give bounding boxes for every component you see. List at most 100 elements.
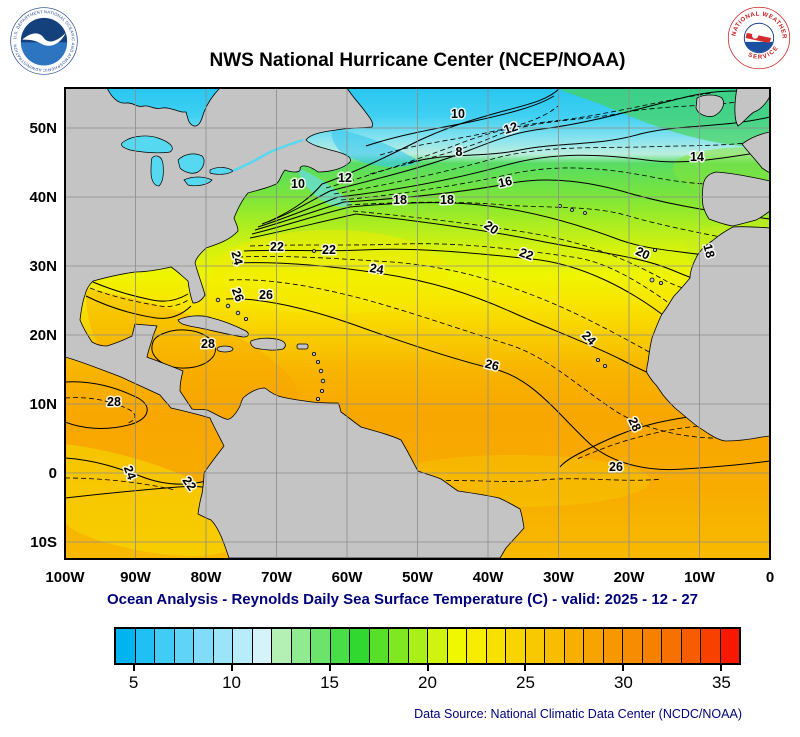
colorbar-cell — [486, 629, 506, 663]
land-bahamas — [215, 297, 248, 321]
colorbar-cell — [603, 629, 623, 663]
nws-storm-eye — [751, 32, 759, 39]
colorbar-cell — [428, 629, 448, 663]
lat-label-10N: 10N — [29, 396, 57, 413]
colorbar-cell — [194, 629, 214, 663]
colorbar-cell — [233, 629, 253, 663]
colorbar-cell — [135, 629, 155, 663]
land-americas — [65, 88, 525, 559]
contour-label-14: 14 — [690, 150, 704, 164]
contour-label-24: 24 — [121, 464, 139, 482]
lon-label-20W: 20W — [614, 569, 646, 586]
land-jamaica — [216, 345, 234, 353]
page-title: NWS National Hurricane Center (NCEP/NOAA… — [209, 50, 626, 71]
colorbar-cell — [681, 629, 701, 663]
lat-label-30N: 30N — [29, 258, 57, 275]
map-frame — [64, 87, 771, 560]
contour-label-24: 24 — [369, 261, 385, 277]
colorbar-cell — [155, 629, 175, 663]
noaa-emblem-sea — [20, 42, 68, 66]
lat-label-10S: 10S — [30, 534, 57, 551]
colorbar-cell — [642, 629, 662, 663]
contour-label-26: 26 — [609, 460, 623, 474]
colorbar-cell — [720, 629, 739, 663]
colorbar-cell — [525, 629, 545, 663]
colorbar-cell — [623, 629, 643, 663]
contour-label-28: 28 — [201, 337, 215, 351]
colorbar-tick — [524, 665, 527, 671]
colorbar-cell — [252, 629, 272, 663]
colorbar-tick-label: 20 — [418, 673, 437, 692]
land-masses — [65, 88, 770, 559]
colorbar-tick — [426, 665, 429, 671]
contour-label-22: 22 — [322, 243, 336, 257]
colorbar-cell — [350, 629, 370, 663]
lat-label-20N: 20N — [29, 327, 57, 344]
colorbar-ticks: 5 10 15 20 25 30 35 — [114, 665, 741, 699]
land-canary-madeira — [649, 247, 664, 285]
land-lesser-antilles — [311, 351, 326, 401]
lat-label-50N: 50N — [29, 120, 57, 137]
lat-label-0: 0 — [49, 465, 57, 482]
lon-label-10W: 10W — [684, 569, 716, 586]
contour-label-18: 18 — [700, 242, 717, 259]
land-africa — [646, 226, 770, 442]
colorbar-tick — [230, 665, 233, 671]
st-lawrence-river — [232, 138, 304, 173]
colorbar-cell — [564, 629, 584, 663]
colorbar-cell — [291, 629, 311, 663]
land-france — [741, 131, 770, 174]
colorbar-tick-label: 35 — [711, 673, 731, 692]
colorbar-cell — [389, 629, 409, 663]
colorbar-cell — [272, 629, 292, 663]
colorbar-tick-label: 10 — [222, 673, 242, 692]
contour-label-10: 10 — [451, 107, 465, 121]
contour-label-28: 28 — [107, 395, 121, 409]
lon-label-40W: 40W — [473, 569, 505, 586]
colorbar-cell — [447, 629, 467, 663]
nws-red-band — [745, 32, 772, 44]
colorbar-cell — [467, 629, 487, 663]
contour-label-26: 26 — [229, 286, 247, 304]
colorbar: 5 10 15 20 25 30 35 — [114, 627, 741, 699]
colorbar-tick-label: 30 — [613, 673, 633, 692]
colorbar-tick-label: 25 — [516, 673, 535, 692]
contour-label-18: 18 — [440, 193, 454, 207]
land-iberia — [701, 171, 770, 227]
lat-label-40N: 40N — [29, 189, 57, 206]
lon-label-70W: 70W — [261, 569, 293, 586]
noaa-logo: NATIONAL OCEANIC AND ATMOSPHERIC ADMINIS… — [8, 3, 78, 80]
contour-label-12: 12 — [338, 171, 352, 185]
lon-label-90W: 90W — [120, 569, 152, 586]
colorbar-tick-label: 15 — [320, 673, 339, 692]
colorbar-cell — [213, 629, 233, 663]
contour-label-22: 22 — [517, 245, 535, 263]
great-lakes — [121, 135, 304, 187]
land-britain — [734, 88, 770, 127]
colorbar-tick — [328, 665, 331, 671]
colorbar-cell — [545, 629, 565, 663]
map-caption: Ocean Analysis - Reynolds Daily Sea Surf… — [106, 591, 699, 608]
lon-label-100W: 100W — [45, 569, 85, 586]
land-bermuda — [312, 249, 316, 253]
colorbar-tick — [720, 665, 723, 671]
longitude-labels: 100W 90W 80W 70W 60W 50W 40W 30W 20W 10W 0 — [45, 569, 774, 586]
land-puerto-rico — [296, 343, 309, 350]
contour-label-12: 12 — [502, 119, 520, 137]
colorbar-tick — [132, 665, 135, 671]
colorbar-cell — [311, 629, 331, 663]
lon-label-30W: 30W — [543, 569, 575, 586]
land-cape-verde — [596, 357, 608, 368]
grid-lines — [65, 88, 770, 559]
colorbar-cell — [701, 629, 721, 663]
latitude-labels: 50N 40N 30N 20N 10N 0 10S — [29, 120, 57, 551]
colorbar-cell — [506, 629, 526, 663]
contour-label-26: 26 — [259, 288, 273, 302]
contour-label-22: 22 — [270, 240, 284, 254]
data-source: Data Source: National Climatic Data Cent… — [414, 707, 742, 721]
contour-label-18: 18 — [393, 193, 407, 207]
contour-label-16: 16 — [497, 174, 514, 191]
colorbar-cell — [584, 629, 604, 663]
colorbar-cells — [114, 627, 741, 665]
